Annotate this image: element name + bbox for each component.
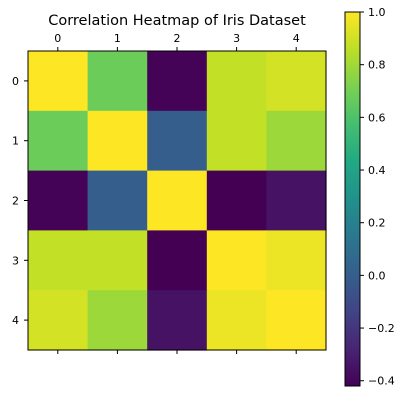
heatmap-cell	[87, 230, 148, 291]
heatmap-cell	[266, 290, 327, 351]
heatmap-cell	[28, 170, 89, 231]
colorbar: 1.0 0.8 0.6 0.4 0.2 0.0 −0.2 −0.4	[344, 6, 395, 388]
heatmap-cell	[147, 230, 208, 291]
colorbar-tick-label: 0.2	[368, 217, 386, 230]
colorbar-tick-label: 0.4	[368, 164, 386, 177]
heatmap-cell	[87, 290, 148, 351]
y-tick-label: 2	[12, 195, 19, 208]
colorbar-tick-label: −0.4	[368, 375, 395, 388]
colorbar-tick-label: 0.8	[368, 59, 386, 72]
heatmap-cell	[87, 51, 148, 112]
y-tick-label: 1	[12, 135, 19, 148]
heatmap-cell	[87, 110, 148, 172]
heatmap-cell	[206, 110, 267, 172]
x-tick-label: 3	[233, 32, 240, 45]
heatmap-cell	[147, 110, 208, 172]
x-axis: 0 1 2 3 4	[54, 32, 300, 354]
heatmap-cells	[28, 51, 327, 351]
heatmap-cell	[147, 51, 208, 112]
heatmap-cell	[266, 51, 327, 112]
colorbar-ticks: 1.0 0.8 0.6 0.4 0.2 0.0 −0.2 −0.4	[360, 6, 395, 388]
heatmap-cell	[28, 230, 89, 291]
x-tick-label: 4	[293, 32, 300, 45]
heatmap-cell	[147, 290, 208, 351]
x-tick-label: 2	[174, 32, 181, 45]
colorbar-tick-label: 0.6	[368, 111, 386, 124]
colorbar-gradient	[345, 12, 360, 386]
heatmap-cell	[206, 290, 267, 351]
y-axis: 0 1 2 3 4	[12, 75, 28, 327]
heatmap-cell	[266, 230, 327, 291]
heatmap-cell	[266, 110, 327, 172]
x-tick-label: 0	[54, 32, 61, 45]
chart-title: Correlation Heatmap of Iris Dataset	[48, 13, 306, 29]
heatmap-cell	[266, 170, 327, 231]
heatmap-cell	[28, 51, 89, 112]
y-tick-label: 0	[12, 75, 19, 88]
heatmap-cell	[28, 290, 89, 351]
heatmap-cell	[28, 110, 89, 172]
x-tick-label: 1	[114, 32, 121, 45]
y-tick-label: 3	[12, 254, 19, 267]
y-tick-label: 4	[12, 314, 19, 327]
colorbar-tick-label: 0.0	[368, 269, 386, 282]
heatmap-cell	[206, 230, 267, 291]
heatmap-cell	[147, 170, 208, 231]
heatmap-cell	[206, 170, 267, 231]
colorbar-tick-label: 1.0	[368, 6, 386, 19]
heatmap-cell	[206, 51, 267, 112]
heatmap-cell	[87, 170, 148, 231]
colorbar-tick-label: −0.2	[368, 322, 395, 335]
colorbar-frame	[344, 11, 361, 387]
